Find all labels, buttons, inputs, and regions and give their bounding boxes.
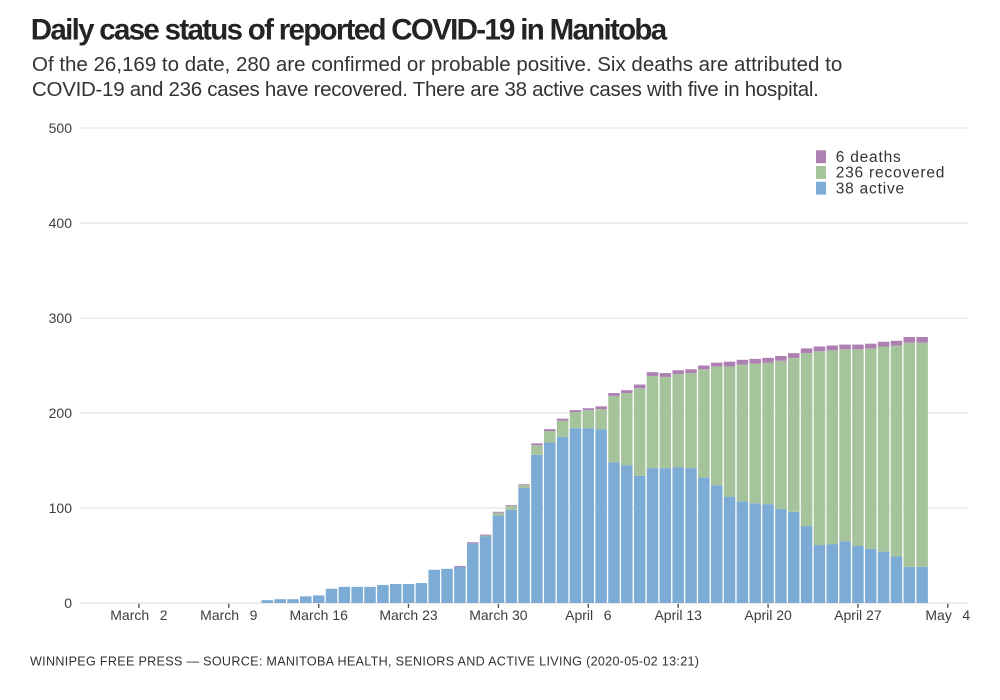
- svg-text:March 9: March 9: [200, 607, 257, 623]
- svg-text:100: 100: [49, 500, 73, 516]
- svg-text:March 23: March 23: [379, 607, 438, 623]
- svg-text:236 recovered: 236 recovered: [836, 165, 946, 182]
- svg-text:300: 300: [49, 310, 73, 326]
- svg-text:March 30: March 30: [469, 607, 528, 623]
- svg-text:COVID-19 and 236 cases have re: COVID-19 and 236 cases have recovered. T…: [32, 78, 819, 101]
- svg-text:April 13: April 13: [654, 607, 702, 623]
- svg-text:April 20: April 20: [744, 607, 792, 623]
- svg-text:500: 500: [49, 120, 73, 136]
- svg-text:200: 200: [49, 405, 73, 421]
- svg-text:April 27: April 27: [834, 607, 882, 623]
- svg-text:March 2: March 2: [110, 607, 167, 623]
- svg-text:Of the 26,169 to date, 280 are: Of the 26,169 to date, 280 are confirmed…: [32, 53, 842, 76]
- svg-text:May 4: May 4: [925, 607, 970, 623]
- svg-text:38 active: 38 active: [836, 180, 905, 197]
- svg-text:6 deaths: 6 deaths: [836, 149, 902, 166]
- svg-text:0: 0: [64, 595, 72, 611]
- svg-text:WINNIPEG FREE PRESS — SOURCE:: WINNIPEG FREE PRESS — SOURCE: MANITOBA H…: [30, 655, 699, 669]
- svg-text:April 6: April 6: [565, 607, 612, 623]
- svg-text:400: 400: [49, 215, 73, 231]
- svg-text:March 16: March 16: [290, 607, 349, 623]
- svg-text:Daily case status of reported: Daily case status of reported COVID-19 i…: [31, 14, 668, 47]
